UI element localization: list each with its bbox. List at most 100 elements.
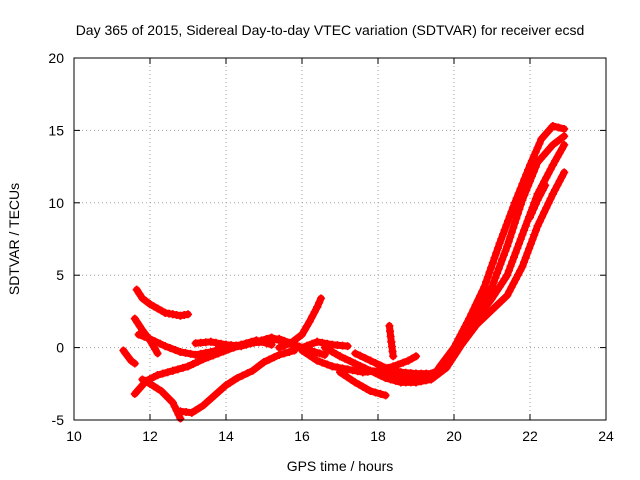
data-point-marker	[371, 388, 380, 397]
data-point-marker	[484, 309, 493, 318]
data-point-marker	[516, 235, 525, 244]
data-point-marker	[500, 225, 509, 234]
data-point-marker	[151, 337, 160, 346]
data-point-marker	[488, 305, 496, 314]
data-point-marker	[540, 208, 549, 217]
data-point-marker	[537, 212, 546, 221]
x-axis-label: GPS time / hours	[287, 458, 394, 474]
data-point-marker	[526, 161, 534, 170]
data-point-marker	[495, 298, 504, 307]
data-point-marker	[518, 230, 527, 239]
data-point-marker	[280, 349, 289, 358]
data-point-marker	[381, 366, 390, 375]
data-point-marker	[548, 161, 557, 170]
data-point-marker	[504, 266, 513, 275]
data-point-marker	[548, 122, 557, 131]
data-point-marker	[511, 274, 520, 283]
data-point-marker	[161, 342, 170, 351]
data-point-marker	[557, 172, 566, 181]
data-point-marker	[501, 246, 510, 255]
data-point-marker	[505, 287, 514, 296]
data-point-marker	[389, 352, 398, 361]
data-point-marker	[422, 372, 431, 381]
series-track-2	[132, 285, 192, 320]
data-point-marker	[520, 175, 529, 184]
data-point-marker	[483, 273, 492, 282]
data-point-marker	[553, 181, 562, 190]
data-point-marker	[173, 365, 182, 374]
data-point-marker	[158, 369, 167, 378]
data-point-marker	[216, 339, 225, 348]
data-point-marker	[542, 203, 551, 212]
y-tick-label: 0	[56, 340, 64, 356]
data-point-marker	[537, 135, 546, 144]
data-point-marker	[189, 360, 198, 369]
data-point-marker	[465, 314, 474, 323]
data-point-marker	[356, 351, 365, 360]
data-point-marker	[434, 363, 443, 372]
data-point-marker	[463, 318, 472, 327]
data-point-marker	[313, 337, 322, 346]
data-point-marker	[275, 350, 284, 359]
data-point-marker	[557, 144, 566, 153]
data-point-marker	[318, 358, 327, 367]
data-point-marker	[529, 152, 538, 161]
data-point-marker	[508, 257, 517, 266]
data-point-marker	[509, 203, 518, 212]
data-point-marker	[204, 353, 213, 362]
data-point-marker	[484, 298, 493, 307]
data-point-marker	[336, 352, 344, 361]
series-track-15	[434, 122, 569, 372]
data-point-marker	[560, 132, 569, 141]
data-point-marker	[521, 253, 530, 262]
data-point-marker	[219, 347, 228, 356]
data-point-marker	[487, 263, 496, 272]
data-point-marker	[560, 140, 569, 149]
data-point-marker	[176, 347, 185, 356]
series-line	[435, 122, 568, 372]
data-point-marker	[548, 190, 557, 199]
data-point-marker	[520, 226, 529, 235]
data-point-marker	[310, 307, 319, 316]
data-point-marker	[527, 156, 536, 165]
data-point-marker	[482, 277, 491, 286]
data-point-marker	[512, 214, 521, 223]
data-point-marker	[315, 298, 324, 307]
series-track-7	[176, 346, 299, 417]
series-track-6	[138, 375, 185, 423]
data-point-marker	[132, 285, 141, 294]
data-point-marker	[194, 357, 203, 366]
data-point-marker	[504, 216, 513, 225]
data-point-marker	[303, 321, 312, 330]
data-point-marker	[546, 165, 555, 174]
data-point-marker	[526, 213, 534, 222]
data-point-marker	[467, 310, 476, 319]
data-point-marker	[280, 341, 289, 350]
data-point-marker	[140, 332, 149, 341]
data-point-marker	[315, 349, 324, 358]
data-point-marker	[471, 300, 480, 309]
data-point-marker	[533, 143, 542, 152]
data-point-marker	[551, 185, 560, 194]
data-point-marker	[493, 269, 502, 278]
data-point-marker	[243, 369, 252, 378]
data-point-marker	[498, 255, 507, 264]
data-point-marker	[502, 221, 511, 230]
data-point-marker	[506, 262, 515, 271]
data-point-marker	[512, 194, 521, 203]
data-point-marker	[524, 165, 533, 174]
data-point-marker	[510, 219, 519, 228]
plot-frame	[73, 57, 607, 421]
data-point-marker	[531, 148, 540, 157]
data-point-marker	[490, 253, 499, 262]
data-point-marker	[503, 242, 512, 251]
data-point-marker	[450, 343, 458, 352]
data-point-marker	[391, 371, 400, 380]
data-point-marker	[376, 361, 385, 370]
data-point-marker	[303, 341, 312, 350]
data-point-marker	[476, 291, 485, 300]
data-point-marker	[494, 264, 503, 273]
data-point-marker	[551, 157, 560, 166]
data-point-marker	[265, 355, 274, 364]
data-point-marker	[495, 239, 504, 248]
